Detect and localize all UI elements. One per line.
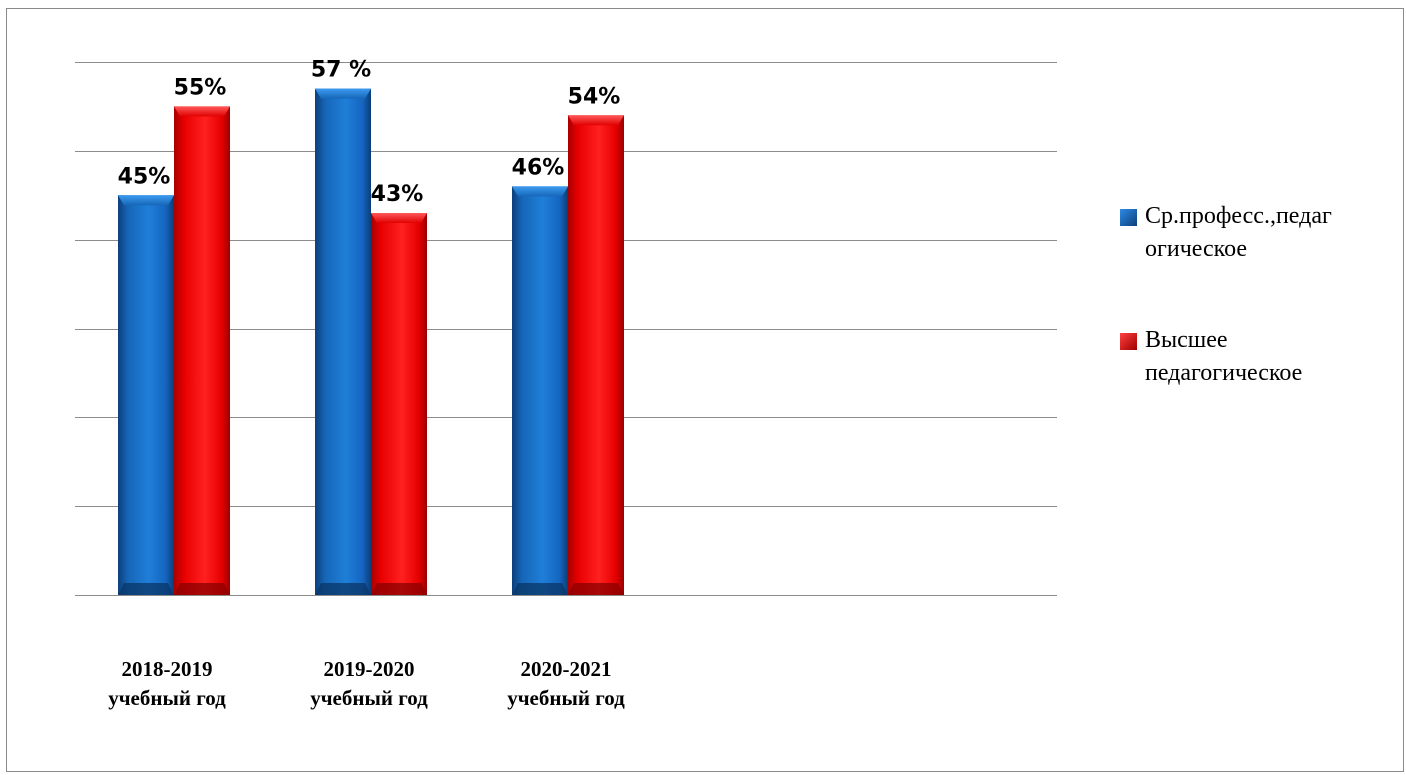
bar-red-1 <box>174 106 230 596</box>
chart-frame <box>6 8 1404 772</box>
category-label-3: 2020-2021 учебный год <box>507 657 625 710</box>
bar-blue-1 <box>118 195 174 595</box>
legend-label-line-1: Ср.професс.,педаг <box>1145 203 1332 229</box>
bars <box>118 88 624 596</box>
legend-label-line-1: Высшее <box>1145 327 1228 353</box>
legend: Ср.професс.,педаг огическое Высшее педаг… <box>1117 200 1402 390</box>
data-labels: 45% 55% 57 % 43% 46% 54% <box>118 58 621 207</box>
bar-blue-2 <box>315 88 371 596</box>
data-label-blue-1: 45% <box>118 164 171 189</box>
data-label-red-2: 43% <box>371 182 424 207</box>
bar-red-3 <box>568 115 624 596</box>
legend-swatch-blue <box>1120 209 1137 226</box>
bar-blue-3 <box>512 186 568 595</box>
legend-item-series-2: Высшее педагогическое <box>1117 324 1402 390</box>
data-label-red-1: 55% <box>174 75 227 100</box>
legend-label-line-2: педагогическое <box>1145 360 1303 386</box>
category-label-2: 2019-2020 учебный год <box>310 657 428 710</box>
data-label-red-3: 54% <box>568 84 621 109</box>
data-label-blue-3: 46% <box>512 155 565 180</box>
legend-swatch-red <box>1120 333 1137 350</box>
data-label-blue-2: 57 % <box>311 58 371 83</box>
bar-red-2 <box>371 213 427 595</box>
legend-item-series-1: Ср.професс.,педаг огическое <box>1117 200 1402 266</box>
category-labels: 2018-2019 учебный год 2019-2020 учебный год… <box>108 657 625 710</box>
category-label-1: 2018-2019 учебный год <box>108 657 226 710</box>
legend-label-line-2: огическое <box>1145 236 1248 262</box>
